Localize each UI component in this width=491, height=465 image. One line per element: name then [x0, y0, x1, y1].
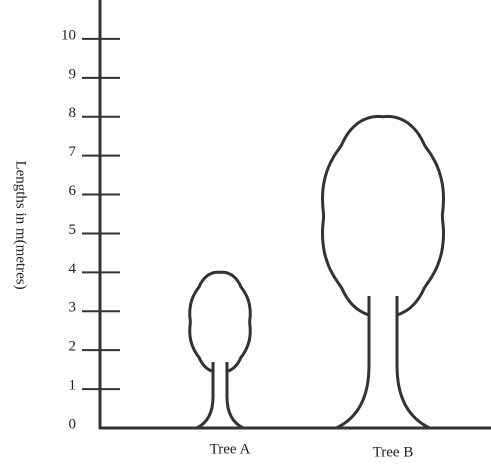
tree [321, 114, 445, 430]
y-tick-label: 8 [69, 105, 77, 121]
x-tick-label: Tree A [210, 441, 251, 457]
y-tick-label: 6 [69, 183, 77, 199]
y-axis-label: Lengths in m(metres) [13, 160, 29, 289]
y-tick-label: 4 [69, 261, 77, 277]
y-tick-label: 9 [69, 66, 77, 82]
y-tick-label: 10 [61, 27, 76, 43]
y-tick-label: 2 [69, 339, 77, 355]
y-tick-label: 1 [69, 378, 77, 394]
y-tick-label: 0 [69, 416, 77, 432]
y-tick-label: 3 [69, 300, 77, 316]
y-tick-label: 5 [69, 222, 77, 238]
y-tick-label: 7 [69, 144, 77, 160]
x-tick-label: Tree B [373, 444, 414, 460]
tree [188, 270, 252, 430]
